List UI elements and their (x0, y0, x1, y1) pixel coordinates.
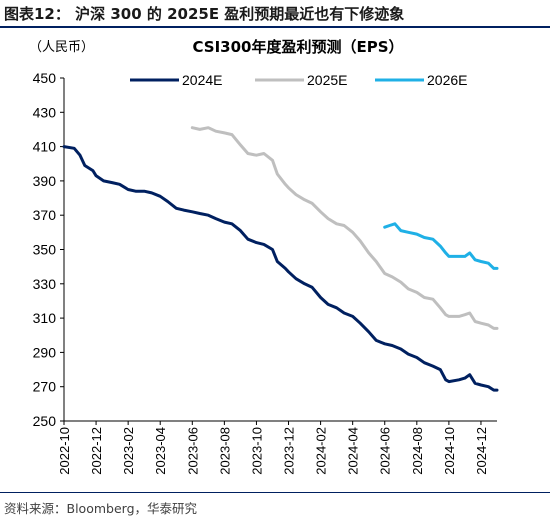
x-tick-label: 2023-02 (121, 427, 136, 475)
y-tick-label: 250 (33, 413, 57, 429)
x-tick-label: 2024-10 (442, 427, 457, 475)
unit-label: （人民币） (29, 40, 94, 55)
series-layer (62, 126, 499, 392)
x-tick-label: 2023-04 (153, 427, 168, 475)
axes: 250 270 290 310 330 350 370 390 410 430 450 2022-10… (33, 70, 497, 475)
x-tick-label: 2024-12 (474, 427, 489, 475)
source-note: 资料来源：Bloomberg，华泰研究 (4, 501, 197, 516)
legend: 2024E 2025E 2026E (130, 72, 467, 88)
legend-label-2024e: 2024E (182, 72, 222, 88)
x-tick-label: 2023-06 (185, 427, 200, 475)
title-rule (0, 26, 550, 28)
source-rule (0, 492, 550, 493)
figure-title: 图表12： 沪深 300 的 2025E 盈利预期最近也有下修迹象 (4, 5, 405, 23)
chart-title: CSI300年度盈利预测（EPS） (192, 38, 403, 56)
y-tick-label: 310 (33, 310, 57, 326)
y-tick-label: 350 (33, 242, 57, 258)
y-tick-label: 270 (33, 379, 57, 395)
x-tick-label: 2023-08 (217, 427, 232, 475)
x-tick-label: 2022-12 (89, 427, 104, 475)
y-tick-label: 430 (33, 104, 57, 120)
legend-label-2025e: 2025E (307, 72, 347, 88)
series-line-2026e (383, 222, 499, 270)
y-tick-label: 410 (33, 139, 57, 155)
x-tick-label: 2024-08 (410, 427, 425, 475)
y-tick-label: 370 (33, 207, 57, 223)
x-tick-label: 2023-12 (282, 427, 297, 475)
x-tick-label: 2023-10 (249, 427, 264, 475)
y-tick-label: 390 (33, 173, 57, 189)
x-tick-label: 2024-02 (314, 427, 329, 475)
x-tick-label: 2024-04 (346, 427, 361, 475)
series-line-2025e (190, 126, 499, 330)
legend-label-2026e: 2026E (427, 72, 467, 88)
x-tick-label: 2022-10 (57, 427, 72, 475)
series-line-2024e (62, 145, 499, 392)
y-tick-label: 290 (33, 344, 57, 360)
eps-line-chart: （人民币） CSI300年度盈利预测（EPS） 2024E 2025E 2026E … (29, 38, 499, 475)
y-tick-label: 450 (33, 70, 57, 86)
y-tick-label: 330 (33, 276, 57, 292)
x-tick-label: 2024-06 (378, 427, 393, 475)
